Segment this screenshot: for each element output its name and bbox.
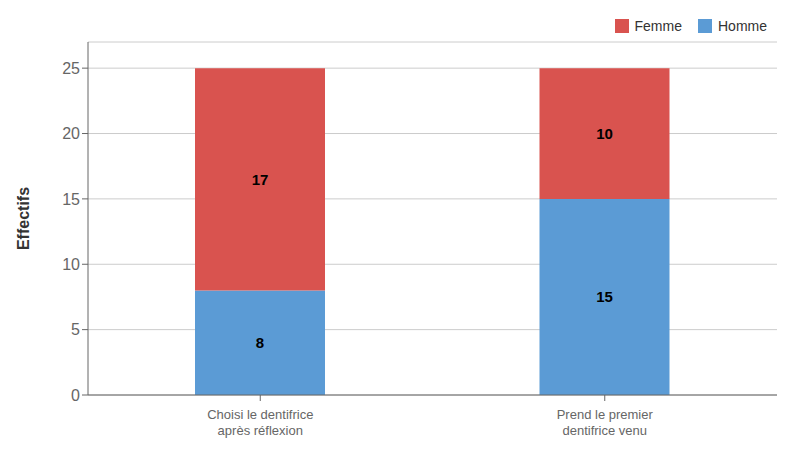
svg-text:0: 0 (71, 387, 80, 404)
svg-text:5: 5 (71, 321, 80, 338)
svg-text:8: 8 (256, 334, 264, 351)
html-text:Homme: Homme (718, 18, 767, 34)
svg-text:15: 15 (596, 288, 613, 305)
svg-text:Effectifs: Effectifs (15, 187, 32, 250)
svg-text:15: 15 (62, 191, 80, 208)
html-text:Femme: Femme (634, 18, 682, 34)
svg-text:10: 10 (62, 256, 80, 273)
svg-text:10: 10 (596, 125, 613, 142)
svg-text:25: 25 (62, 60, 80, 77)
svg-text:17: 17 (252, 171, 269, 188)
svg-text:Prend le premierdentifrice ven: Prend le premierdentifrice venu (557, 407, 654, 438)
svg-text:20: 20 (62, 125, 80, 142)
svg-text:Choisi le dentifriceaprès réfl: Choisi le dentifriceaprès réflexion (207, 407, 313, 438)
